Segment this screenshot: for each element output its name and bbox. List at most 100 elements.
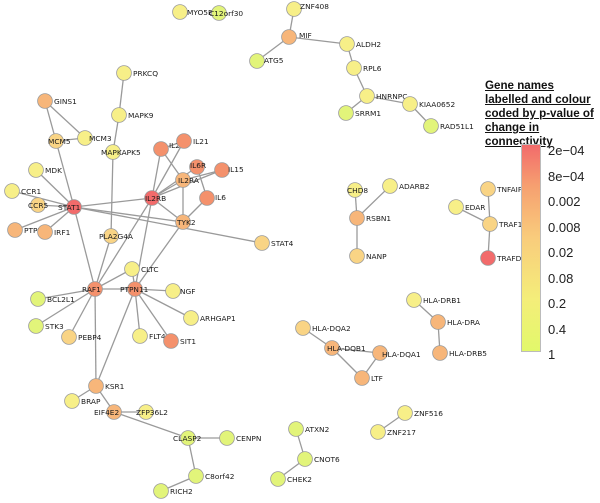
- gene-circle-ltf[interactable]: [354, 370, 370, 386]
- gene-node-atg5[interactable]: ATG5: [249, 53, 284, 69]
- gene-node-trafd1[interactable]: TRAFD1: [480, 250, 527, 266]
- gene-node-mapkapk5[interactable]: MAPKAPK5: [101, 144, 141, 160]
- gene-node-ltf[interactable]: LTF: [354, 370, 383, 386]
- gene-circle-aldh2[interactable]: [339, 36, 355, 52]
- gene-node-atxn2[interactable]: ATXN2: [288, 421, 330, 437]
- gene-node-chek2[interactable]: CHEK2: [270, 471, 312, 487]
- gene-circle-raf1[interactable]: [87, 281, 103, 297]
- gene-node-hla-dra[interactable]: HLA-DRA: [430, 314, 480, 330]
- gene-circle-stat1[interactable]: [66, 199, 82, 215]
- gene-node-sit1[interactable]: SIT1: [163, 333, 197, 349]
- gene-circle-mif[interactable]: [281, 29, 297, 45]
- gene-circle-bcl2l1[interactable]: [30, 291, 46, 307]
- gene-node-cltc[interactable]: CLTC: [124, 261, 159, 277]
- gene-node-ngf[interactable]: NGF: [165, 283, 196, 299]
- gene-node-aldh2[interactable]: ALDH2: [339, 36, 382, 52]
- gene-circle-sit1[interactable]: [163, 333, 179, 349]
- gene-circle-pla2g4a[interactable]: [103, 228, 119, 244]
- gene-node-prkcq[interactable]: PRKCQ: [116, 65, 159, 81]
- gene-circle-pebp4[interactable]: [61, 329, 77, 345]
- gene-node-il21[interactable]: IL21: [176, 133, 209, 149]
- gene-circle-ptpn2[interactable]: [7, 222, 23, 238]
- gene-node-rich2[interactable]: RICH2: [153, 483, 193, 499]
- gene-node-eif4e2[interactable]: EIF4E2: [94, 404, 122, 420]
- gene-circle-rsbn1[interactable]: [349, 210, 365, 226]
- gene-node-hla-dqb1[interactable]: HLA-DQB1: [324, 340, 366, 356]
- gene-node-srrm1[interactable]: SRRM1: [338, 105, 382, 121]
- gene-circle-hla-dqa2[interactable]: [295, 320, 311, 336]
- gene-node-adarb2[interactable]: ADARB2: [382, 178, 430, 194]
- gene-node-raf1[interactable]: RAF1: [82, 281, 103, 297]
- gene-circle-kiaa0652[interactable]: [402, 96, 418, 112]
- gene-node-ccr5[interactable]: CCR5: [28, 197, 48, 213]
- gene-circle-rpl6[interactable]: [346, 60, 362, 76]
- gene-node-il15[interactable]: IL15: [214, 162, 244, 178]
- gene-circle-chek2[interactable]: [270, 471, 286, 487]
- gene-circle-adarb2[interactable]: [382, 178, 398, 194]
- gene-circle-arhgap1[interactable]: [183, 310, 199, 326]
- gene-node-zfp36l2[interactable]: ZFP36L2: [136, 404, 168, 420]
- gene-node-znf408[interactable]: ZNF408: [286, 1, 330, 17]
- gene-node-mapk9[interactable]: MAPK9: [111, 107, 154, 123]
- gene-node-stat4[interactable]: STAT4: [254, 235, 294, 251]
- gene-circle-zfp36l2[interactable]: [138, 404, 154, 420]
- gene-circle-hnrnpc[interactable]: [359, 88, 375, 104]
- gene-circle-ccr5[interactable]: [30, 197, 46, 213]
- gene-circle-srrm1[interactable]: [338, 105, 354, 121]
- gene-node-ccr1[interactable]: CCR1: [4, 183, 42, 199]
- gene-circle-cltc[interactable]: [124, 261, 140, 277]
- gene-node-chd8[interactable]: CHD8: [347, 182, 368, 198]
- gene-circle-trafd1[interactable]: [480, 250, 496, 266]
- gene-circle-rad51l1[interactable]: [423, 118, 439, 134]
- gene-circle-hla-dqb1[interactable]: [324, 340, 340, 356]
- gene-circle-irf1[interactable]: [37, 224, 53, 240]
- gene-circle-c8orf42[interactable]: [188, 468, 204, 484]
- gene-circle-il2rb[interactable]: [144, 190, 160, 206]
- gene-node-mif[interactable]: MIF: [281, 29, 312, 45]
- gene-node-traf1[interactable]: TRAF1: [482, 216, 523, 232]
- gene-node-mcm5[interactable]: MCM5: [48, 133, 71, 149]
- gene-node-myo5b[interactable]: MYO5B: [172, 4, 213, 20]
- gene-node-mdk[interactable]: MDK: [28, 162, 62, 178]
- gene-circle-flt4[interactable]: [132, 328, 148, 344]
- gene-circle-prkcq[interactable]: [116, 65, 132, 81]
- gene-circle-znf408[interactable]: [286, 1, 302, 17]
- gene-node-hnrnpc[interactable]: HNRNPC: [359, 88, 408, 104]
- gene-circle-brap[interactable]: [64, 393, 80, 409]
- gene-node-tnfaip3[interactable]: TNFAIP3: [480, 181, 528, 197]
- gene-node-il2ra[interactable]: IL2RA: [175, 172, 199, 188]
- gene-node-hla-drb5[interactable]: HLA-DRB5: [432, 345, 488, 361]
- gene-circle-il15[interactable]: [214, 162, 230, 178]
- gene-circle-znf516[interactable]: [397, 405, 413, 421]
- gene-circle-clasp2[interactable]: [180, 430, 196, 446]
- gene-node-il2[interactable]: IL2: [153, 141, 180, 157]
- gene-circle-mcm5[interactable]: [48, 133, 64, 149]
- gene-circle-ccr1[interactable]: [4, 183, 20, 199]
- gene-circle-il2ra[interactable]: [175, 172, 191, 188]
- gene-circle-ptpn11[interactable]: [127, 281, 143, 297]
- gene-circle-eif4e2[interactable]: [106, 404, 122, 420]
- gene-circle-stat4[interactable]: [254, 235, 270, 251]
- gene-node-mcm3[interactable]: MCM3: [77, 130, 112, 146]
- gene-node-gins1[interactable]: GINS1: [37, 93, 78, 109]
- gene-node-nanp[interactable]: NANP: [349, 248, 388, 264]
- gene-node-cenpn[interactable]: CENPN: [219, 430, 262, 446]
- gene-circle-tyk2[interactable]: [175, 214, 191, 230]
- gene-circle-hla-drb1[interactable]: [406, 292, 422, 308]
- gene-circle-mapkapk5[interactable]: [105, 144, 121, 160]
- gene-circle-myo5b[interactable]: [172, 4, 188, 20]
- gene-circle-tnfaip3[interactable]: [480, 181, 496, 197]
- gene-circle-il6r[interactable]: [189, 159, 205, 175]
- gene-node-znf516[interactable]: ZNF516: [397, 405, 444, 421]
- gene-node-flt4[interactable]: FLT4: [132, 328, 166, 344]
- gene-circle-traf1[interactable]: [482, 216, 498, 232]
- gene-circle-atg5[interactable]: [249, 53, 265, 69]
- gene-circle-mcm3[interactable]: [77, 130, 93, 146]
- gene-circle-stk3[interactable]: [28, 318, 44, 334]
- gene-circle-nanp[interactable]: [349, 248, 365, 264]
- gene-circle-rich2[interactable]: [153, 483, 169, 499]
- gene-node-rsbn1[interactable]: RSBN1: [349, 210, 392, 226]
- gene-node-stat1[interactable]: STAT1: [58, 199, 82, 215]
- gene-node-c8orf42[interactable]: C8orf42: [188, 468, 235, 484]
- gene-node-kiaa0652[interactable]: KIAA0652: [402, 96, 456, 112]
